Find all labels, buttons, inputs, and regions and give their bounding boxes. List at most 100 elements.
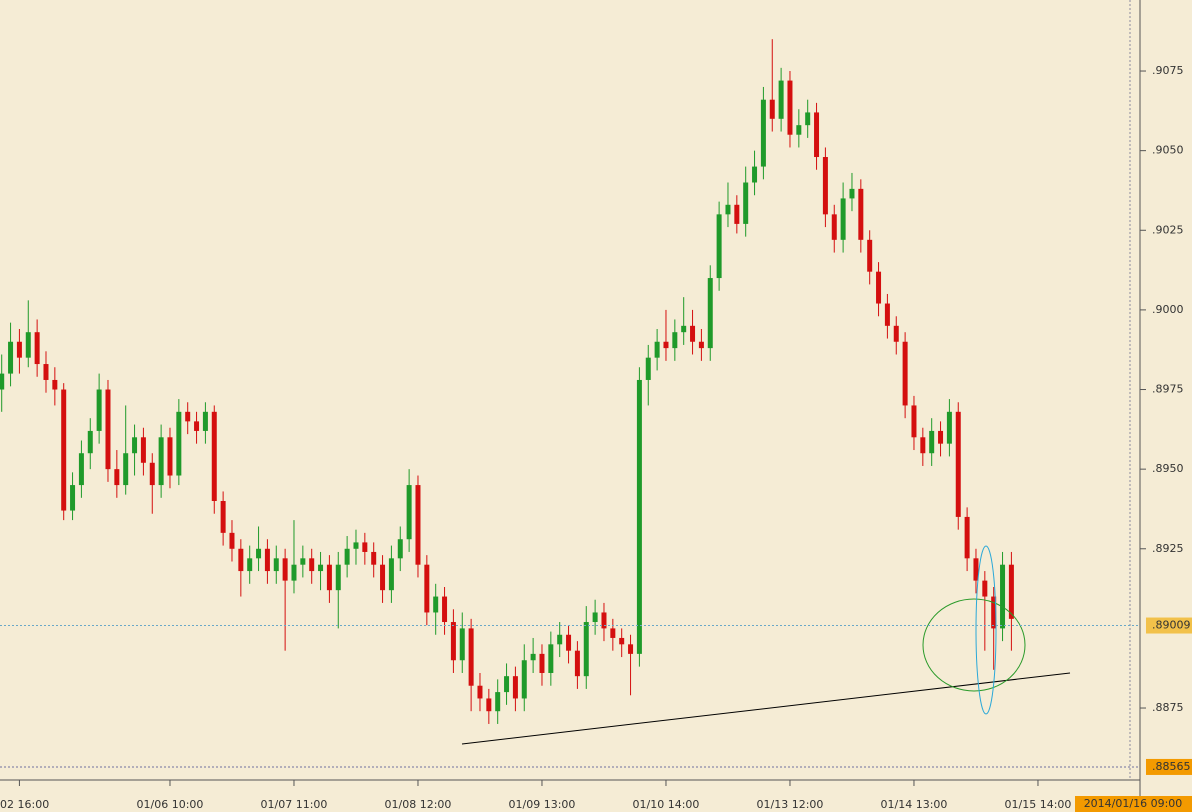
candle-body [362, 542, 368, 552]
candle-body [353, 542, 359, 549]
candle-body [388, 558, 394, 591]
candle-body [371, 551, 377, 565]
candle-body [229, 532, 235, 549]
candle-body [938, 430, 944, 444]
candle-body [300, 558, 306, 565]
candle-body [194, 421, 200, 431]
y-tick-label: .8875 [1152, 701, 1184, 714]
candle-body [96, 389, 102, 431]
candle-body [406, 485, 412, 540]
candle-body [619, 637, 625, 645]
candle-body [663, 341, 669, 349]
candle-body [238, 548, 244, 572]
candle-body [61, 389, 67, 511]
candle-body [752, 166, 758, 183]
candle-body [822, 157, 828, 215]
candle-body [273, 558, 279, 572]
x-tick-label: 01/15 14:00 [1005, 798, 1072, 811]
x-tick-label: 02 16:00 [0, 798, 49, 811]
candle-body [548, 644, 554, 673]
candle-body [902, 341, 908, 406]
candle-body [52, 379, 58, 390]
candle-body [512, 676, 518, 699]
candle-body [911, 405, 917, 438]
candle-body [397, 539, 403, 559]
candle-body [344, 548, 350, 565]
candle-body [282, 558, 288, 581]
candle-body [477, 685, 483, 699]
candle-body [247, 558, 253, 572]
candle-body [34, 332, 40, 365]
candle-body [725, 204, 731, 215]
candle-body [760, 99, 766, 167]
candle-body [592, 612, 598, 623]
candle-body [743, 182, 749, 224]
candle-body [123, 453, 129, 486]
candle-body [690, 325, 696, 342]
candle-body [8, 341, 14, 374]
candle-body [149, 462, 155, 486]
candle-body [530, 653, 536, 661]
x-tick-label: 01/08 12:00 [385, 798, 452, 811]
y-tick-label: .9025 [1152, 223, 1184, 236]
candle-body [291, 564, 297, 581]
x-tick-label: 01/09 13:00 [509, 798, 576, 811]
candle-body [495, 692, 501, 712]
candle-body [601, 612, 607, 629]
candle-body [778, 80, 784, 119]
candle-body [991, 596, 997, 629]
candle-body [1000, 564, 1006, 629]
candle-body [167, 437, 173, 476]
candle-body [16, 341, 22, 358]
candle-body [964, 516, 970, 559]
candle-body [185, 411, 191, 422]
candle-body [769, 99, 775, 119]
candle-body [645, 357, 651, 380]
candle-body [796, 125, 802, 135]
candle-body [433, 596, 439, 613]
candle-body [504, 676, 510, 693]
candle-body [211, 411, 217, 501]
candle-body [264, 548, 270, 572]
candle-body [805, 112, 811, 126]
candle-body [486, 698, 492, 712]
candle-body [105, 389, 111, 470]
candle-body [849, 188, 855, 199]
candle-body [25, 332, 31, 358]
candle-body [946, 411, 952, 444]
candle-body [681, 325, 687, 333]
candle-body [787, 80, 793, 135]
candle-body [318, 564, 324, 572]
x-tick-label: 01/07 11:00 [261, 798, 328, 811]
candle-body [814, 112, 820, 158]
candle-body [140, 437, 146, 463]
y-tick-label: .8925 [1152, 542, 1184, 555]
candle-body [132, 437, 138, 454]
candle-body [415, 485, 421, 565]
y-tick-label: .9075 [1152, 64, 1184, 77]
candle-body [424, 564, 430, 613]
candle-body [654, 341, 660, 358]
candle-body [734, 204, 740, 224]
time-label-bg [1075, 796, 1192, 812]
candle-body [468, 628, 474, 686]
candle-body [43, 364, 49, 380]
candle-body [0, 373, 5, 390]
low_marker-label: .88565 [1152, 760, 1191, 773]
candle-body [583, 622, 589, 677]
candle-body [309, 558, 315, 572]
candle-body [256, 548, 262, 559]
candle-body [557, 634, 563, 645]
candle-body [450, 622, 456, 661]
candle-body [636, 379, 642, 654]
candle-body [574, 650, 580, 677]
current_price-label-bg [1146, 617, 1192, 634]
candle-body [176, 411, 182, 476]
candle-body [521, 660, 527, 699]
candle-body [716, 214, 722, 279]
candle-body [87, 430, 93, 454]
candle-body [78, 453, 84, 486]
candle-body [1008, 564, 1014, 619]
candle-body [566, 634, 572, 651]
